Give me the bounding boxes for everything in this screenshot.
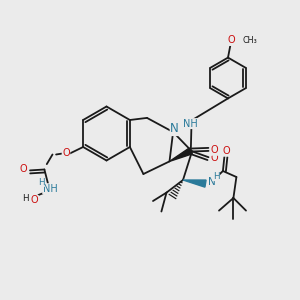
Text: N: N: [170, 122, 179, 136]
Text: H: H: [38, 178, 44, 187]
Polygon shape: [183, 180, 206, 187]
Text: O: O: [211, 145, 218, 155]
Polygon shape: [169, 148, 192, 161]
Text: NH: NH: [43, 184, 58, 194]
Text: H: H: [213, 172, 219, 181]
Text: O: O: [31, 195, 38, 206]
Text: O: O: [222, 146, 230, 156]
Text: N: N: [208, 177, 216, 187]
Text: NH: NH: [183, 118, 198, 129]
Text: H: H: [22, 194, 29, 203]
Text: O: O: [20, 164, 27, 175]
Text: O: O: [211, 153, 218, 163]
Text: CH₃: CH₃: [242, 36, 257, 45]
Text: O: O: [227, 35, 235, 46]
Text: O: O: [62, 148, 70, 158]
